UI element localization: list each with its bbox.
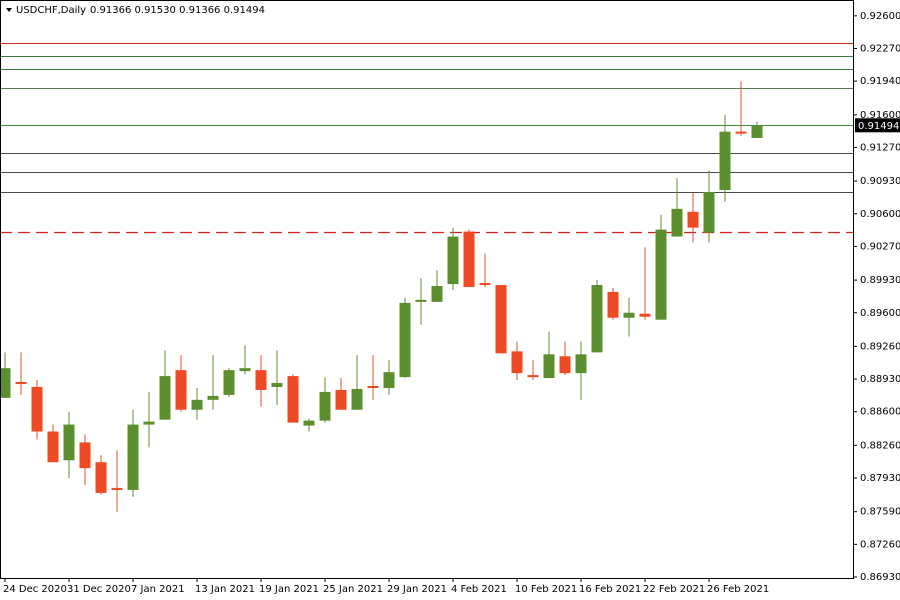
candle-body [431,286,443,302]
candle-body [271,383,283,387]
y-tick-label: 0.88260 [860,440,900,451]
x-tick-label: 19 Jan 2021 [259,584,319,595]
ohlc-header: 0.91366 0.91530 0.91366 0.91494 [90,5,265,16]
x-tick-label: 26 Feb 2021 [707,584,769,595]
x-tick-label: 4 Feb 2021 [451,584,507,595]
y-tick-label: 0.88600 [860,407,900,418]
candle-body [15,382,27,385]
candle-body [559,356,571,374]
candle-body [639,313,651,317]
candle-body [703,192,715,233]
y-tick-label: 0.90600 [860,209,900,220]
x-tick-label: 24 Dec 2020 [3,584,67,595]
y-tick-label: 0.90930 [860,176,900,187]
candle-body [479,283,491,286]
candle-body [655,229,667,320]
candle-body [575,354,587,374]
x-tick-label: 10 Feb 2021 [515,584,577,595]
candle-body [111,487,123,490]
candle-body [239,368,251,372]
candle-body [31,386,43,432]
symbol-title: USDCHF,Daily [16,5,86,16]
y-tick-label: 0.91600 [860,110,900,121]
y-tick-label: 0.88930 [860,374,900,385]
candle-body [623,312,635,318]
y-tick-label: 0.91940 [860,76,900,87]
candle-body [511,351,523,374]
candle-body [47,431,59,463]
candle-body [735,131,747,134]
candle-body [223,370,235,395]
candle-body [383,372,395,388]
x-tick-label: 29 Jan 2021 [387,584,447,595]
x-tick-label: 7 Jan 2021 [131,584,185,595]
candle-body [719,131,731,191]
y-tick-label: 0.87260 [860,539,900,550]
y-tick-label: 0.86930 [860,572,900,583]
candle-body [207,395,219,400]
candle-body [159,376,171,420]
menu-arrow[interactable] [6,8,12,12]
candle-body [319,391,331,421]
candle-body [79,442,91,469]
candle-body [175,370,187,410]
y-tick-label: 0.89930 [860,275,900,286]
plot-area [0,43,853,512]
price-label-box [855,118,900,133]
y-tick-label: 0.92270 [860,43,900,54]
candle-body [63,424,75,461]
candle-body [591,285,603,353]
candle-body [751,125,763,138]
y-tick-label: 0.90270 [860,241,900,252]
y-tick-label: 0.91270 [860,142,900,153]
price-label: 0.91494 [858,121,899,132]
y-tick-label: 0.89260 [860,341,900,352]
x-tick-label: 13 Jan 2021 [195,584,255,595]
candle-body [399,302,411,378]
candle-body [543,354,555,379]
candle-body [95,462,107,493]
candle-body [143,421,155,425]
candle-body [463,231,475,288]
y-tick-label: 0.92600 [860,11,900,22]
candle-body [303,420,315,426]
y-tick-label: 0.87930 [860,473,900,484]
x-tick-label: 22 Feb 2021 [643,584,705,595]
candle-body [191,399,203,410]
y-tick-label: 0.87590 [860,507,900,518]
candle-body [447,236,459,285]
candle-body [367,385,379,388]
x-tick-label: 31 Dec 2020 [67,584,131,595]
candle-body [607,291,619,318]
candle-body [687,211,699,228]
candle-body [0,368,11,398]
x-tick-label: 16 Feb 2021 [579,584,641,595]
candle-body [335,389,347,410]
candle-body [671,208,683,237]
candle-body [127,424,139,490]
candle-body [527,375,539,378]
candle-body [495,285,507,354]
plot-frame [0,0,854,579]
candle-body [255,370,267,390]
candle-body [415,299,427,302]
x-tick-label: 25 Jan 2021 [323,584,383,595]
candle-body [287,376,299,423]
y-tick-label: 0.89600 [860,308,900,319]
candle-body [351,388,363,410]
